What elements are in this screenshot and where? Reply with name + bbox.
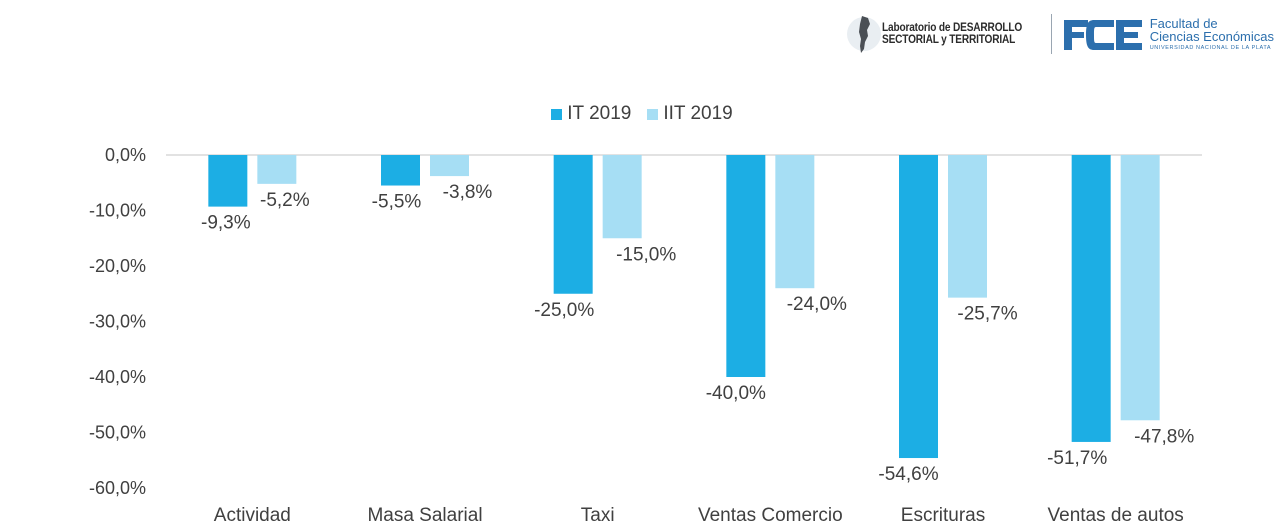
- data-label: -9,3%: [201, 213, 251, 234]
- bar-1: [899, 155, 938, 459]
- y-tick-label: -60,0%: [89, 478, 146, 498]
- logo-divider: [1050, 14, 1052, 54]
- bar-2: [257, 155, 297, 184]
- data-label: -47,8%: [1134, 426, 1194, 447]
- legend-swatch-series-2: [647, 108, 659, 120]
- bar-2: [602, 155, 642, 239]
- data-label: -5,2%: [260, 190, 310, 211]
- y-tick-label: -30,0%: [89, 312, 146, 332]
- chart-legend: IT 2019 IIT 2019: [0, 103, 1280, 125]
- data-label: -54,6%: [878, 464, 938, 485]
- data-label: -51,7%: [1047, 448, 1107, 469]
- argentina-map-icon: [846, 16, 881, 53]
- y-tick-label: -40,0%: [89, 367, 146, 387]
- legend-label-series-1: IT 2019: [567, 103, 632, 124]
- bar-2: [775, 155, 815, 289]
- y-tick-label: -20,0%: [89, 256, 146, 276]
- lab-logo-text: Laboratorio de DESARROLLO SECTORIAL y TE…: [881, 22, 1022, 46]
- x-tick-label: Escrituras: [901, 505, 985, 526]
- legend-swatch-series-1: [551, 108, 563, 120]
- y-tick-label: -10,0%: [89, 201, 146, 221]
- fce-logo-text: Facultad de Ciencias Económicas UNIVERSI…: [1149, 16, 1274, 51]
- legend-label-series-2: IIT 2019: [663, 103, 733, 124]
- y-tick-label: -50,0%: [89, 423, 146, 443]
- bar-1: [208, 155, 248, 207]
- bar-2: [430, 155, 469, 177]
- legend-item-series-1: IT 2019: [551, 103, 631, 125]
- data-label: -24,0%: [787, 294, 847, 315]
- y-tick-label: 0,0%: [105, 145, 146, 165]
- legend-item-series-2: IIT 2019: [647, 103, 733, 125]
- data-label: -15,0%: [616, 244, 676, 265]
- bar-1: [381, 155, 420, 186]
- lab-logo: Laboratorio de DESARROLLO SECTORIAL y TE…: [846, 13, 1041, 55]
- bar-1: [553, 155, 593, 294]
- data-label: -40,0%: [706, 383, 766, 404]
- bar-1: [1071, 155, 1111, 442]
- bar-1: [726, 155, 766, 377]
- x-tick-label: Actividad: [214, 505, 291, 526]
- data-label: -25,0%: [534, 300, 594, 321]
- x-tick-label: Ventas de autos: [1048, 505, 1184, 526]
- x-tick-label: Ventas Comercio: [698, 505, 843, 526]
- header-logos: Laboratorio de DESARROLLO SECTORIAL y TE…: [846, 8, 1274, 60]
- fce-monogram-icon: [1063, 20, 1142, 50]
- fce-logo: Facultad de Ciencias Económicas UNIVERSI…: [1062, 16, 1274, 52]
- bar-2: [1120, 155, 1160, 421]
- data-label: -5,5%: [372, 192, 422, 213]
- bar-2: [948, 155, 987, 298]
- x-tick-label: Masa Salarial: [367, 505, 482, 526]
- x-tick-label: Taxi: [581, 505, 615, 526]
- data-label: -3,8%: [443, 182, 493, 203]
- data-label: -25,7%: [957, 304, 1017, 325]
